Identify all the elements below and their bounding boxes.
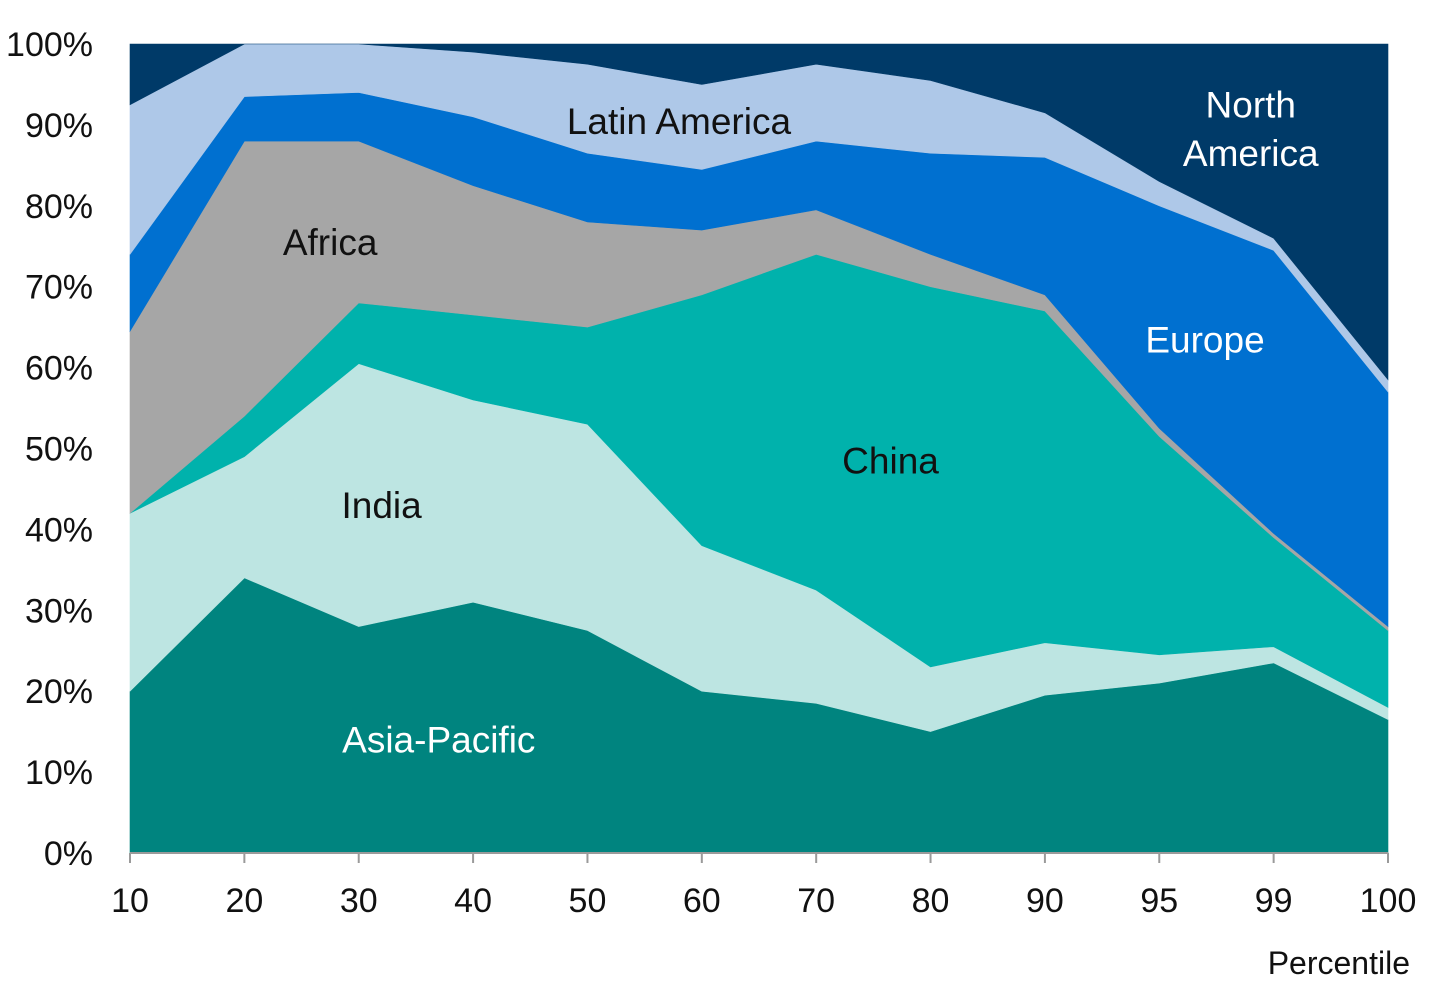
y-axis-ticks: 0% 10% 20% 30% 40% 50% 60% 70% 80% 90% 100% <box>6 26 93 873</box>
watermark-text: 知乎 @牛博 <box>1178 918 1369 959</box>
x-tick-label: 99 <box>1255 882 1293 920</box>
x-tick-label: 40 <box>454 882 492 920</box>
x-tick-label: 70 <box>797 882 835 920</box>
y-tick-label: 100% <box>6 26 93 64</box>
area-north-america <box>129 43 1389 381</box>
label-latin-america: Latin America <box>567 101 792 142</box>
label-north-america: America <box>1183 133 1319 174</box>
label-asia-pacific: Asia-Pacific <box>342 720 535 761</box>
x-tick-label: 30 <box>340 882 378 920</box>
area-layer <box>129 43 1389 854</box>
label-china: China <box>842 441 939 482</box>
x-tick-label: 100 <box>1360 882 1417 920</box>
x-tick-label: 95 <box>1140 882 1178 920</box>
y-tick-label: 60% <box>25 350 93 388</box>
x-tick-label: 50 <box>569 882 607 920</box>
x-tick-label: 80 <box>912 882 950 920</box>
y-tick-label: 70% <box>25 269 93 307</box>
y-tick-label: 80% <box>25 188 93 226</box>
x-tick-label: 10 <box>111 882 149 920</box>
x-tick-label: 60 <box>683 882 721 920</box>
label-africa: Africa <box>283 222 378 263</box>
x-axis-ticks: 10 20 30 40 50 60 70 80 90 95 99 100 <box>111 882 1416 920</box>
y-tick-label: 10% <box>25 754 93 792</box>
x-axis-title: Percentile <box>1268 945 1410 981</box>
label-north-america: North <box>1206 85 1296 126</box>
x-tick-label: 90 <box>1026 882 1064 920</box>
label-india: India <box>341 485 422 526</box>
y-tick-label: 0% <box>44 835 93 873</box>
y-tick-label: 40% <box>25 511 93 549</box>
y-tick-label: 30% <box>25 592 93 630</box>
label-europe: Europe <box>1145 319 1264 360</box>
region-labels: Asia-Pacific India China Africa Europe Latin … <box>283 85 1319 761</box>
axes-layer <box>129 852 1389 863</box>
y-tick-label: 20% <box>25 673 93 711</box>
y-tick-label: 50% <box>25 431 93 469</box>
x-tick-label: 20 <box>225 882 263 920</box>
y-tick-label: 90% <box>25 107 93 145</box>
